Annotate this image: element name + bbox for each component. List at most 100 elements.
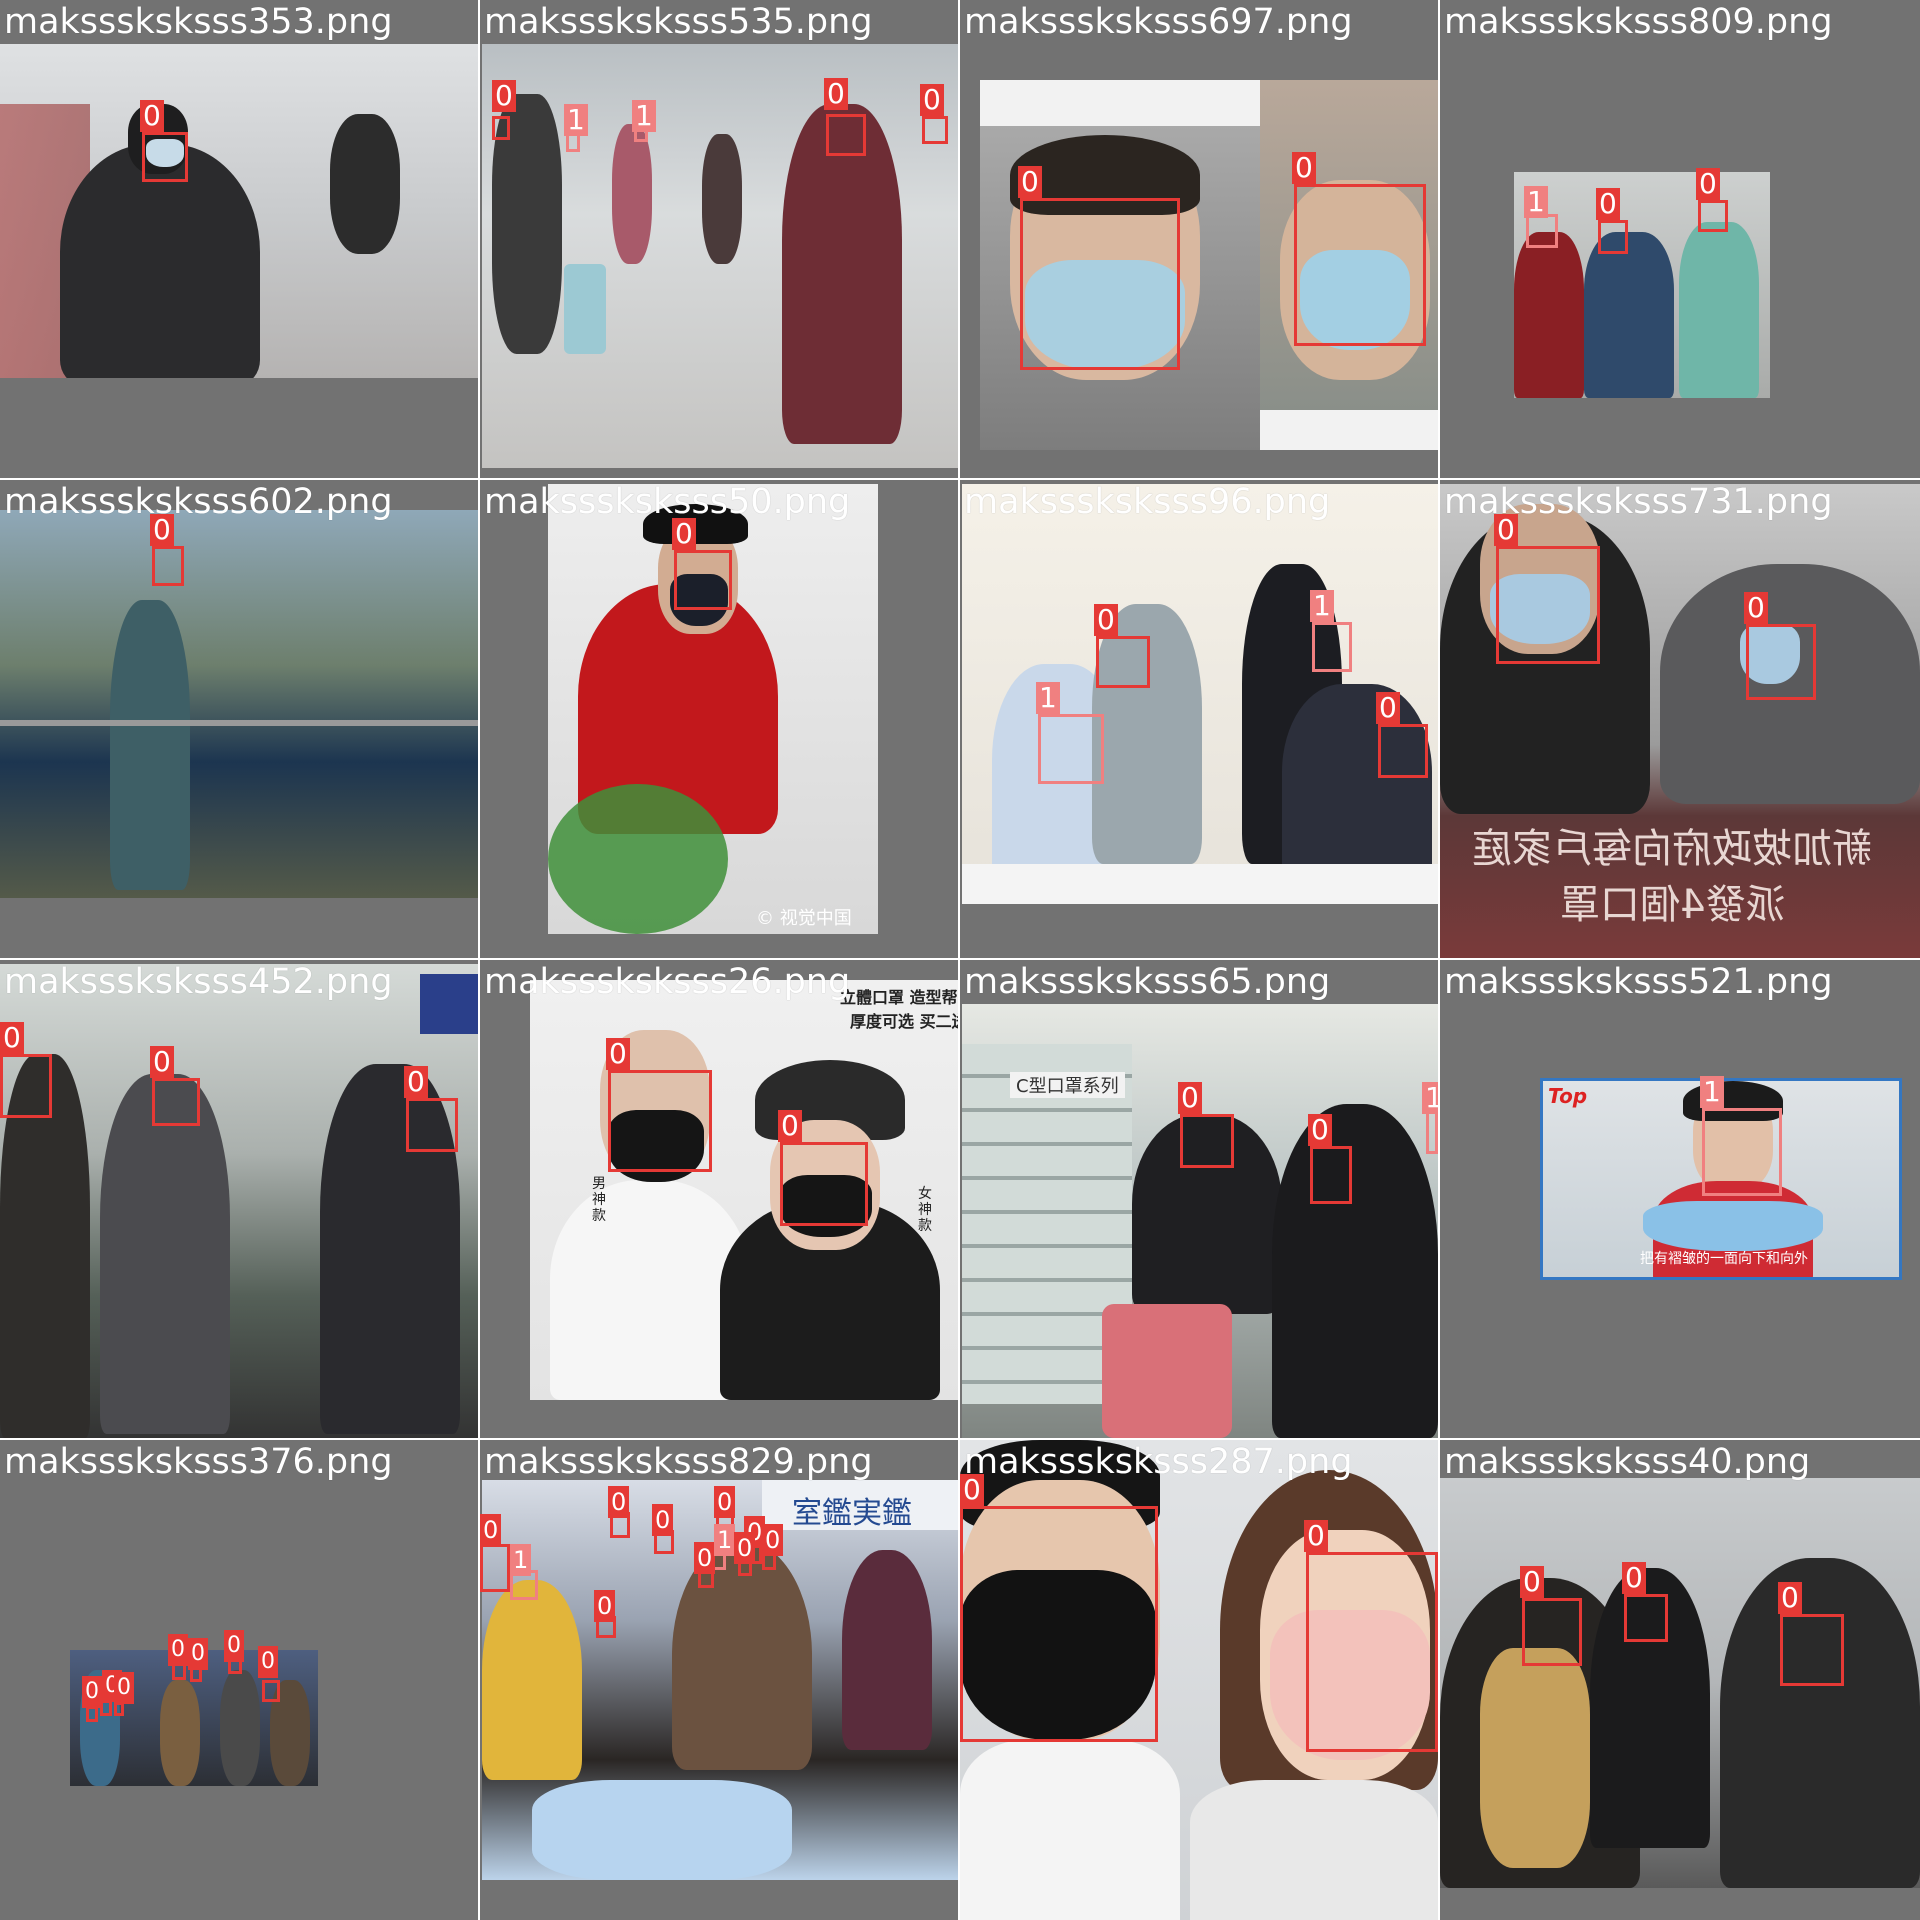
- tile-photo: [530, 980, 958, 1400]
- tile-8[interactable]: maksssksksss452.png 0 0 0: [0, 960, 478, 1438]
- class-label: 0: [1622, 1562, 1646, 1594]
- class-label: 0: [480, 1514, 502, 1546]
- tile-photo: [1440, 484, 1920, 958]
- ad-line-2: 厚度可选 买二送一: [850, 1012, 958, 1031]
- detection-box: [1310, 1146, 1352, 1204]
- detection-box: [86, 1706, 98, 1722]
- ad-left-label: 男神款: [592, 1176, 606, 1224]
- class-label: 0: [778, 1110, 802, 1142]
- class-label: 0: [714, 1486, 736, 1518]
- tile-10[interactable]: maksssksksss65.png C型口罩系列 0 0 1: [960, 960, 1438, 1438]
- detection-box: [492, 116, 510, 140]
- tile-filename: maksssksksss50.png: [484, 482, 851, 522]
- class-label: 0: [1018, 166, 1042, 198]
- detection-box: [1702, 1108, 1782, 1196]
- tile-11[interactable]: maksssksksss521.png Top 把有褶皱的一面向下和向外 1: [1440, 960, 1920, 1438]
- detection-box: [262, 1680, 280, 1702]
- tile-photo: [482, 44, 958, 468]
- class-label: 1: [1524, 186, 1548, 218]
- tile-filename: maksssksksss40.png: [1444, 1442, 1811, 1482]
- tile-15[interactable]: maksssksksss40.png 0 0 0: [1440, 1440, 1920, 1920]
- detection-box: [1306, 1552, 1438, 1752]
- tile-13[interactable]: maksssksksss829.png 室鑑実鑑 0 1 0 0 0 0 0 1…: [480, 1440, 958, 1920]
- class-label: 1: [1422, 1082, 1438, 1114]
- detection-box: [152, 1078, 200, 1126]
- tile-12[interactable]: maksssksksss376.png 0 0 0 0 0 0 0: [0, 1440, 478, 1920]
- class-label: 0: [492, 80, 516, 112]
- class-label: 0: [824, 78, 848, 110]
- detection-box: [1522, 1598, 1582, 1666]
- detection-box: [1020, 198, 1180, 370]
- class-label: 1: [1036, 682, 1060, 714]
- tile-filename: maksssksksss26.png: [484, 962, 851, 1002]
- detection-box: [1746, 624, 1816, 700]
- tile-photo: [960, 1440, 1438, 1920]
- tile-filename: maksssksksss809.png: [1444, 2, 1833, 42]
- detection-box: [1378, 724, 1428, 778]
- class-label: 1: [714, 1524, 736, 1556]
- detection-box: [406, 1098, 458, 1152]
- tile-6[interactable]: maksssksksss96.png 0 1 1 0: [960, 480, 1438, 958]
- tile-1[interactable]: maksssksksss535.png 0 1 1 0 0: [480, 0, 958, 478]
- tile-14[interactable]: maksssksksss287.png 0 0: [960, 1440, 1438, 1920]
- detection-box: [1496, 546, 1600, 664]
- detection-box: [1526, 214, 1558, 248]
- tile-photo: [1440, 1478, 1920, 1888]
- class-label: 0: [1094, 604, 1118, 636]
- tile-9[interactable]: maksssksksss26.png 立體口罩 造型帮手 厚度可选 买二送一 男…: [480, 960, 958, 1438]
- class-label: 0: [672, 518, 696, 550]
- class-label: 0: [1696, 168, 1720, 200]
- detection-box: [1038, 714, 1104, 784]
- tile-photo: [962, 484, 1438, 904]
- tile-2[interactable]: maksssksksss697.png 0 0: [960, 0, 1438, 478]
- class-label: 0: [224, 1630, 244, 1662]
- tile-filename: maksssksksss376.png: [4, 1442, 393, 1482]
- class-label: 0: [606, 1038, 630, 1070]
- tile-photo: [0, 964, 478, 1438]
- ad-line-1: 立體口罩 造型帮手: [840, 988, 958, 1007]
- detection-box: [1624, 1594, 1668, 1642]
- tile-photo: [0, 44, 478, 378]
- class-label: 0: [734, 1532, 756, 1564]
- tile-7[interactable]: maksssksksss731.png 新加坡政府向每戶家庭 派發4個口罩 0 …: [1440, 480, 1920, 958]
- detection-box: [1598, 220, 1628, 254]
- class-label: 1: [1310, 590, 1334, 622]
- class-label: 1: [1700, 1076, 1724, 1108]
- detection-box: [1780, 1614, 1844, 1686]
- ad-right-label: 女神款: [918, 1186, 932, 1234]
- class-label: 0: [1376, 692, 1400, 724]
- tile-filename: maksssksksss535.png: [484, 2, 873, 42]
- sign-text: 室鑑実鑑: [792, 1496, 912, 1531]
- class-label: 0: [0, 1022, 24, 1054]
- tile-3[interactable]: maksssksksss809.png 1 0 0: [1440, 0, 1920, 478]
- tile-5[interactable]: maksssksksss50.png © 视觉中国 0: [480, 480, 958, 958]
- detection-box: [608, 1070, 712, 1172]
- tile-4[interactable]: maksssksksss602.png 0: [0, 480, 478, 958]
- detection-box: [1698, 200, 1728, 232]
- shelf-sign: C型口罩系列: [1010, 1072, 1125, 1098]
- class-label: 0: [960, 1474, 984, 1506]
- class-label: 0: [1744, 592, 1768, 624]
- tile-0[interactable]: maksssksksss353.png 0: [0, 0, 478, 478]
- tile-filename: maksssksksss96.png: [964, 482, 1331, 522]
- class-label: 0: [258, 1646, 278, 1678]
- class-label: 0: [1308, 1114, 1332, 1146]
- tile-filename: maksssksksss602.png: [4, 482, 393, 522]
- class-label: 1: [564, 104, 588, 136]
- tile-filename: maksssksksss829.png: [484, 1442, 873, 1482]
- class-label: 0: [1520, 1566, 1544, 1598]
- caption: 把有褶皱的一面向下和向外: [1640, 1251, 1808, 1267]
- class-label: 0: [1596, 188, 1620, 220]
- class-label: 0: [82, 1676, 102, 1708]
- banner-line-2: 派發4個口罩: [1560, 882, 1786, 928]
- class-label: 0: [1178, 1082, 1202, 1114]
- detection-box: [142, 132, 188, 182]
- detection-box: [1294, 184, 1426, 346]
- detection-box: [674, 550, 732, 610]
- class-label: 0: [652, 1504, 674, 1536]
- detection-box: [960, 1506, 1158, 1742]
- tile-photo: [1514, 172, 1770, 398]
- class-label: 0: [404, 1066, 428, 1098]
- detection-box: [826, 114, 866, 156]
